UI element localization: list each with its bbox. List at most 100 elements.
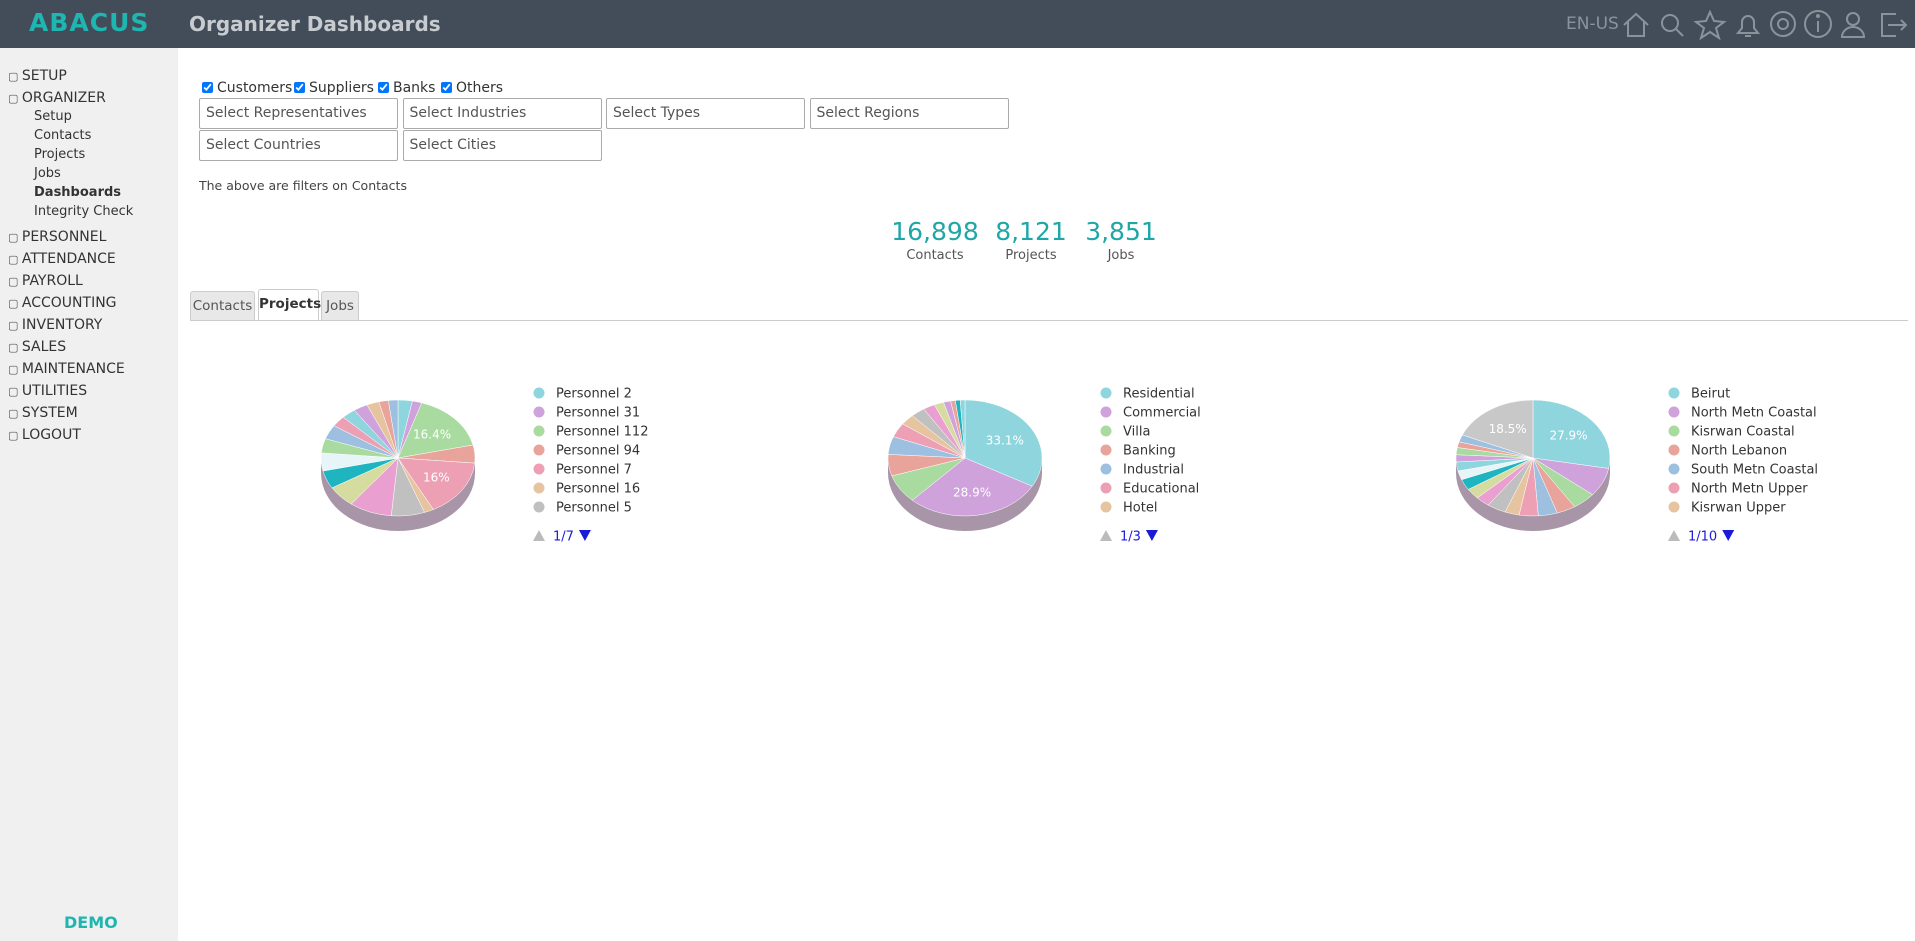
slice-label: 16% [423, 470, 450, 484]
nav-item[interactable]: ▢ UTILITIES [8, 383, 87, 399]
legend-label[interactable]: Banking [1123, 444, 1176, 459]
filter-checkbox[interactable]: Suppliers [294, 80, 374, 96]
filter-checkbox[interactable]: Others [441, 80, 503, 96]
pager-text: 1/3 [1120, 530, 1141, 545]
pager-next[interactable] [1722, 530, 1735, 541]
filter-select[interactable]: Select Types [606, 98, 805, 129]
nav-label: ORGANIZER [21, 90, 106, 106]
nav-item[interactable]: ▢ ATTENDANCE [8, 251, 116, 267]
nav-item[interactable]: ▢ PERSONNEL [8, 229, 106, 245]
legend-label[interactable]: Personnel 5 [556, 501, 632, 516]
nav-item[interactable]: ▢ MAINTENANCE [8, 361, 125, 377]
pager-next[interactable] [578, 530, 591, 541]
legend-swatch [1668, 444, 1680, 456]
nav-subitem[interactable]: Setup [34, 109, 72, 124]
nav-icon: ▢ [8, 253, 22, 266]
legend-label[interactable]: North Metn Coastal [1691, 406, 1817, 421]
checkbox-label: Customers [217, 80, 293, 96]
pager-text: 1/7 [553, 530, 574, 545]
legend-label[interactable]: Kisrwan Upper [1691, 501, 1786, 516]
pager-prev[interactable] [533, 530, 545, 541]
checkbox-label: Suppliers [309, 80, 374, 96]
nav-item[interactable]: ▢ LOGOUT [8, 427, 81, 443]
pager-prev[interactable] [1668, 530, 1680, 541]
language[interactable]: EN-US [1566, 14, 1619, 34]
filter-checkbox[interactable]: Customers [202, 80, 292, 96]
stat-label: Jobs [1107, 248, 1135, 263]
tab[interactable]: Contacts [190, 291, 255, 321]
legend-label[interactable]: Commercial [1123, 406, 1201, 421]
nav-item[interactable]: ▢ PAYROLL [8, 273, 83, 289]
legend-label[interactable]: South Metn Coastal [1691, 463, 1818, 478]
pager-next[interactable] [1145, 530, 1158, 541]
pie-slice[interactable] [959, 399, 966, 459]
nav-item[interactable]: ▢ ACCOUNTING [8, 295, 117, 311]
nav-item[interactable]: ▢ SETUP [8, 68, 67, 84]
nav-item[interactable]: ▢ SYSTEM [8, 405, 78, 421]
nav-item[interactable]: ▢ SALES [8, 339, 66, 355]
pie-slice[interactable] [964, 399, 1043, 487]
legend-label[interactable]: Personnel 2 [556, 387, 632, 402]
search-icon[interactable] [1661, 14, 1684, 37]
legend-swatch [533, 387, 545, 399]
page-title: Organizer Dashboards [189, 12, 441, 36]
tab[interactable]: Jobs [321, 291, 359, 321]
legend-swatch [533, 482, 545, 494]
pie-slice[interactable] [1532, 399, 1611, 469]
filter-select[interactable]: Select Industries [402, 98, 602, 129]
nav-subitem[interactable]: Jobs [34, 166, 61, 181]
nav-item[interactable]: ▢ ORGANIZER [8, 90, 106, 106]
logout-icon[interactable] [1881, 13, 1908, 37]
info-icon[interactable] [1804, 10, 1832, 38]
nav-icon: ▢ [8, 70, 22, 83]
nav-item[interactable]: ▢ INVENTORY [8, 317, 102, 333]
nav-icon: ▢ [8, 341, 22, 354]
legend-label[interactable]: Villa [1123, 425, 1150, 440]
pie-slice[interactable] [397, 402, 474, 459]
pie-slice[interactable] [1461, 399, 1534, 459]
legend-label[interactable]: Personnel 31 [556, 406, 640, 421]
filter-checkbox[interactable]: Banks [378, 80, 435, 96]
legend-label[interactable]: Beirut [1691, 387, 1730, 402]
legend-label[interactable]: Residential [1123, 387, 1195, 402]
nav-subitem[interactable]: Integrity Check [34, 204, 134, 219]
filter-select[interactable]: Select Representatives [199, 98, 398, 129]
legend-swatch [1668, 482, 1680, 494]
legend-swatch [1668, 501, 1680, 513]
legend-label[interactable]: Personnel 112 [556, 425, 648, 440]
legend-label[interactable]: Kisrwan Coastal [1691, 425, 1795, 440]
favorites-icon[interactable] [1693, 9, 1727, 41]
nav-subitem[interactable]: Dashboards [34, 185, 122, 200]
filter-select[interactable]: Select Regions [809, 98, 1009, 129]
brand[interactable]: ABACUS [29, 8, 150, 37]
legend-label[interactable]: Industrial [1123, 463, 1184, 478]
nav-subitem[interactable]: Projects [34, 147, 86, 162]
tab[interactable]: Projects [258, 289, 321, 321]
stat-value: 3,851 [1085, 217, 1157, 246]
checkbox[interactable] [202, 82, 213, 93]
user-icon[interactable] [1840, 12, 1866, 38]
legend-label[interactable]: Personnel 16 [556, 482, 640, 497]
legend-label[interactable]: Personnel 7 [556, 463, 632, 478]
checkbox[interactable] [378, 82, 389, 93]
checkbox[interactable] [441, 82, 452, 93]
tab-divider [190, 320, 1908, 321]
pie-slice[interactable] [397, 457, 475, 510]
legend-label[interactable]: North Lebanon [1691, 444, 1787, 459]
legend-swatch [1100, 463, 1112, 475]
filter-select[interactable]: Select Countries [199, 130, 398, 161]
legend-label[interactable]: North Metn Upper [1691, 482, 1808, 497]
notifications-icon[interactable] [1735, 15, 1761, 37]
home-icon[interactable] [1623, 12, 1649, 37]
filter-select[interactable]: Select Cities [402, 130, 602, 161]
nav-subitem[interactable]: Contacts [34, 128, 92, 143]
legend-label[interactable]: Hotel [1123, 501, 1157, 516]
help-icon[interactable] [1770, 11, 1796, 37]
slice-label: 33.1% [986, 433, 1024, 447]
pager-prev[interactable] [1100, 530, 1112, 541]
checkbox[interactable] [294, 82, 305, 93]
pie-slice[interactable] [388, 399, 399, 459]
legend-label[interactable]: Personnel 94 [556, 444, 640, 459]
legend-label[interactable]: Educational [1123, 482, 1199, 497]
pie-slice[interactable] [911, 457, 1033, 517]
